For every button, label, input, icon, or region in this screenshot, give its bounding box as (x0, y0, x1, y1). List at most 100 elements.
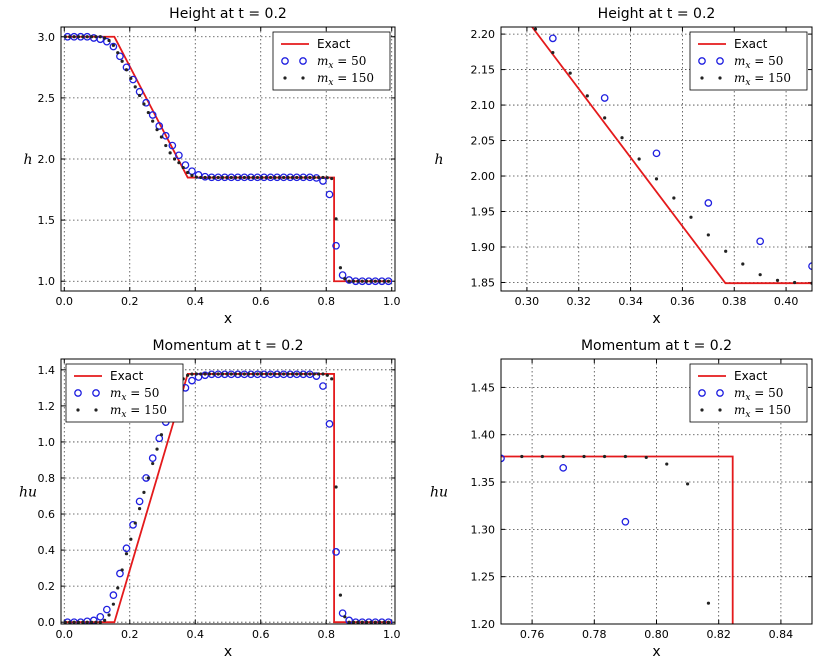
marker-mx150-point (308, 175, 312, 180)
legend-entry: Exact (698, 369, 768, 383)
x-tick-label: 0.2 (121, 295, 139, 308)
marker-mx150-point (540, 454, 544, 459)
legend-label: Exact (734, 369, 768, 383)
x-tick-label: 0.4 (187, 628, 205, 641)
x-tick-label: 0.6 (252, 295, 270, 308)
marker-mx150-point (124, 68, 129, 72)
legend-entry: mx = 50 (698, 54, 783, 71)
marker-mx150-point (277, 372, 281, 376)
marker-mx50-point (116, 569, 124, 578)
marker-mx150-point (107, 613, 111, 617)
marker-mx150-point (120, 568, 124, 572)
marker-mx150-point (181, 165, 185, 170)
marker-mx150-point (94, 35, 98, 39)
marker-mx150-point (172, 157, 177, 161)
legend-entry: mx = 50 (74, 386, 159, 403)
marker-mx50-point (338, 609, 347, 618)
marker-mx50-point (501, 454, 505, 463)
marker-mx150-point (365, 279, 369, 283)
marker-mx150-point (620, 136, 624, 140)
x-tick-label: 0.78 (582, 628, 607, 641)
marker-mx150-point (343, 615, 347, 619)
marker-mx150-point (793, 280, 797, 285)
marker-mx150-point (133, 85, 137, 89)
marker-mx150-point (347, 620, 351, 624)
y-tick-label: 2.5 (38, 92, 56, 105)
marker-mx150-point (133, 521, 137, 525)
marker-mx150-point (268, 372, 273, 376)
marker-mx150-point (286, 175, 290, 180)
legend-entry: Exact (74, 369, 144, 383)
chart-title: Height at t = 0.2 (169, 6, 287, 22)
marker-mx150-point (321, 175, 325, 180)
marker-mx150-point (103, 36, 107, 40)
marker-mx150-point (225, 372, 229, 376)
marker-mx50-point (559, 463, 568, 472)
marker-mx150-point (264, 372, 268, 376)
marker-mx50-point (652, 149, 661, 158)
marker-mx150-point (561, 454, 565, 459)
marker-mx150-point (120, 59, 124, 63)
marker-mx150-point (568, 71, 572, 75)
y-tick-label: 1.25 (471, 571, 496, 584)
marker-mx150-point (129, 76, 133, 80)
legend-swatch-circle (698, 57, 706, 65)
marker-mx150-point (194, 372, 198, 376)
marker-mx150-point (72, 620, 76, 624)
marker-mx150-point (603, 116, 607, 120)
legend-swatch-dot (718, 76, 722, 80)
marker-mx150-point (98, 35, 102, 39)
y-tick-label: 1.30 (471, 523, 496, 536)
marker-mx150-point (68, 35, 72, 39)
y-tick-label: 1.0 (38, 436, 56, 449)
marker-mx150-point (273, 175, 277, 180)
marker-mx150-point (338, 266, 343, 270)
marker-mx150-point (382, 279, 386, 283)
marker-mx150-point (220, 372, 225, 376)
marker-mx150-point (290, 175, 295, 180)
legend-swatch-dot (76, 408, 80, 412)
marker-mx150-point (706, 601, 711, 605)
y-tick-label: 0.4 (38, 544, 56, 557)
marker-mx50-point (175, 151, 183, 160)
marker-mx150-point (382, 620, 386, 624)
marker-mx50-point (161, 131, 170, 140)
marker-mx150-point (282, 372, 286, 376)
marker-mx150-point (229, 372, 233, 376)
y-tick-label: 2.20 (471, 28, 496, 41)
legend-swatch-circle (299, 57, 307, 65)
x-axis-label: x (652, 311, 660, 327)
y-tick-label: 2.10 (471, 99, 496, 112)
marker-mx150-point (89, 620, 94, 624)
marker-mx150-point (151, 119, 155, 123)
legend-label: mx = 150 (317, 71, 374, 88)
marker-mx150-point (63, 620, 67, 624)
panel-height-zoom: 0.30 0.32 0.34 0.36 0.38 0.40 1.85 1.90 1.95 2.00… (434, 6, 813, 327)
marker-mx150-point (378, 620, 382, 624)
marker-mx150-point (255, 175, 260, 180)
x-tick-label: 0.4 (187, 295, 205, 308)
marker-mx150-point (286, 372, 290, 376)
marker-mx150-point (325, 373, 329, 377)
marker-mx150-point (268, 175, 273, 180)
marker-mx150-point (251, 372, 255, 376)
marker-mx50-point (319, 382, 327, 390)
marker-mx150-point (137, 93, 142, 98)
y-tick-label: 1.85 (471, 276, 496, 289)
marker-mx150-point (199, 372, 203, 376)
legend-box (689, 31, 808, 91)
marker-mx50-point (338, 271, 347, 279)
marker-mx150-point (689, 215, 693, 219)
marker-mx150-point (207, 175, 212, 180)
marker-mx150-point (116, 586, 120, 590)
legend-box (272, 31, 391, 91)
x-tick-label: 0.36 (670, 295, 695, 308)
marker-mx150-point (665, 462, 669, 466)
marker-mx150-point (155, 128, 159, 132)
legend-label: mx = 50 (734, 386, 783, 403)
marker-mx150-point (373, 279, 377, 283)
